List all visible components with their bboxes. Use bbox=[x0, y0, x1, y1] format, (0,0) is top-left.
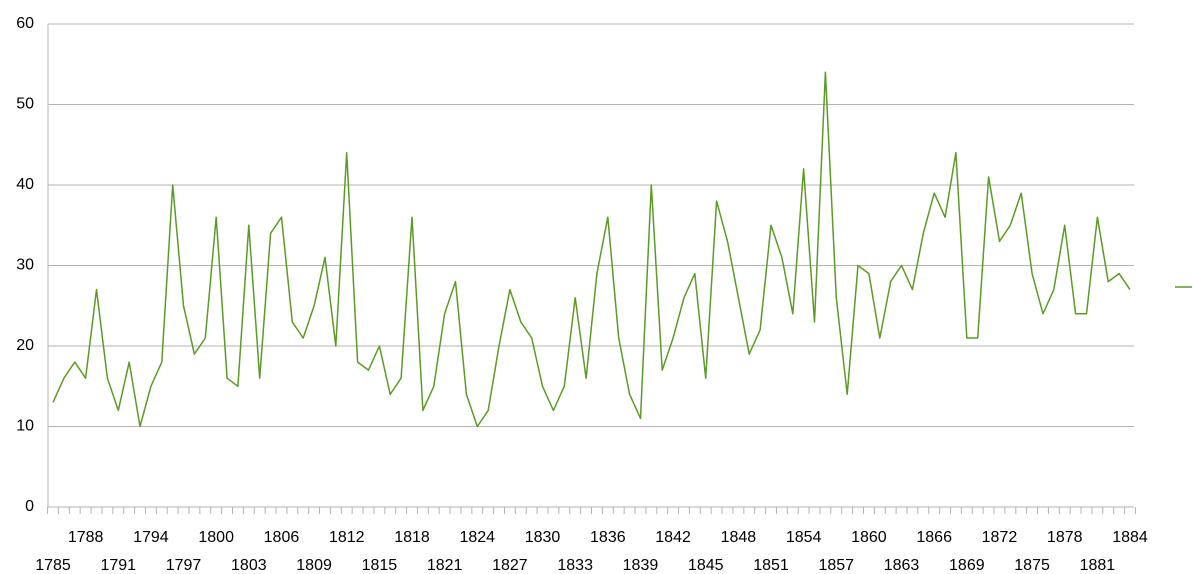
x-tick-label: 1827 bbox=[492, 557, 528, 574]
x-tick-label: 1860 bbox=[851, 529, 887, 546]
y-tick-label: 30 bbox=[16, 257, 34, 274]
line bbox=[52, 71, 1131, 428]
x-tick-label: 1872 bbox=[982, 529, 1018, 546]
x-tick-label: 1881 bbox=[1080, 557, 1116, 574]
x-tick-label: 1869 bbox=[949, 557, 985, 574]
x-tick-label: 1836 bbox=[590, 529, 626, 546]
x-tick-label: 1848 bbox=[721, 529, 757, 546]
x-tick-label: 1875 bbox=[1014, 557, 1050, 574]
x-tick-label: 1833 bbox=[557, 557, 593, 574]
y-tick-label: 60 bbox=[16, 15, 34, 32]
x-tick-label: 1851 bbox=[753, 557, 789, 574]
y-tick-label: 0 bbox=[25, 498, 34, 515]
x-tick-label: 1797 bbox=[166, 557, 202, 574]
x-tick-label: 1785 bbox=[35, 557, 71, 574]
x-tick-label: 1884 bbox=[1112, 529, 1148, 546]
y-tick-label: 50 bbox=[16, 96, 34, 113]
x-tick-label: 1821 bbox=[427, 557, 463, 574]
x-tick-label: 1803 bbox=[231, 557, 267, 574]
y-tick-label: 20 bbox=[16, 337, 34, 354]
x-tick-label: 1839 bbox=[623, 557, 659, 574]
x-tick-label: 1866 bbox=[916, 529, 952, 546]
x-tick-label: 1791 bbox=[100, 557, 136, 574]
x-tick-label: 1830 bbox=[525, 529, 561, 546]
x-tick-label: 1812 bbox=[329, 529, 365, 546]
y-tick-label: 10 bbox=[16, 418, 34, 435]
x-tick-label: 1800 bbox=[198, 529, 234, 546]
x-tick-label: 1809 bbox=[296, 557, 332, 574]
y-tick-label: 40 bbox=[16, 176, 34, 193]
x-tick-label: 1806 bbox=[264, 529, 300, 546]
x-tick-label: 1794 bbox=[133, 529, 169, 546]
x-tick-label: 1842 bbox=[655, 529, 691, 546]
x-tick-label: 1863 bbox=[884, 557, 920, 574]
x-tick-label: 1854 bbox=[786, 529, 822, 546]
x-tick-label: 1845 bbox=[688, 557, 724, 574]
x-tick-label: 1824 bbox=[459, 529, 495, 546]
x-tick-label: 1788 bbox=[68, 529, 104, 546]
x-tick-label: 1878 bbox=[1047, 529, 1083, 546]
x-tick-label: 1818 bbox=[394, 529, 430, 546]
x-tick-label: 1857 bbox=[818, 557, 854, 574]
x-tick-label: 1815 bbox=[362, 557, 398, 574]
